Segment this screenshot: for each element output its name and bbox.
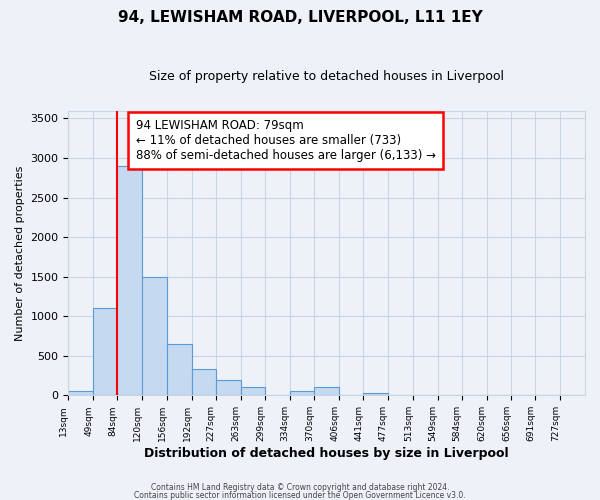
Bar (167, 344, 191, 396)
Bar (142, 276, 167, 396)
Y-axis label: Number of detached properties: Number of detached properties (15, 166, 25, 340)
Bar (241, 388, 265, 396)
Bar (363, 393, 388, 396)
Bar (118, 166, 142, 396)
Text: 94, LEWISHAM ROAD, LIVERPOOL, L11 1EY: 94, LEWISHAM ROAD, LIVERPOOL, L11 1EY (118, 10, 482, 25)
Bar (314, 388, 339, 396)
Title: Size of property relative to detached houses in Liverpool: Size of property relative to detached ho… (149, 70, 504, 83)
Bar (93, 308, 118, 396)
Text: Contains HM Land Registry data © Crown copyright and database right 2024.: Contains HM Land Registry data © Crown c… (151, 484, 449, 492)
Text: Contains public sector information licensed under the Open Government Licence v3: Contains public sector information licen… (134, 490, 466, 500)
Bar (68, 392, 93, 396)
Text: 94 LEWISHAM ROAD: 79sqm
← 11% of detached houses are smaller (733)
88% of semi-d: 94 LEWISHAM ROAD: 79sqm ← 11% of detache… (136, 119, 436, 162)
Bar (216, 380, 241, 396)
X-axis label: Distribution of detached houses by size in Liverpool: Distribution of detached houses by size … (145, 447, 509, 460)
Bar (290, 391, 314, 396)
Bar (191, 369, 216, 396)
